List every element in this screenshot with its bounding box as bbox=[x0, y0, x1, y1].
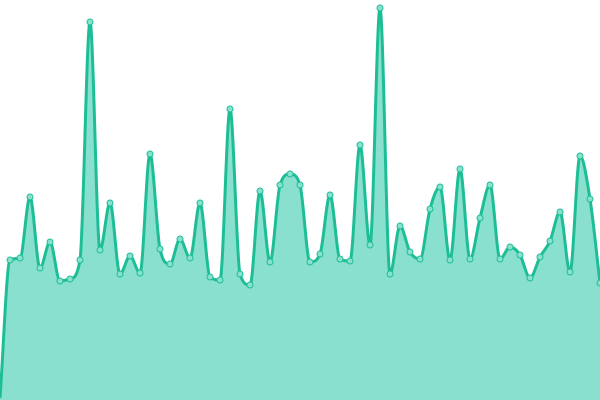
area-fill bbox=[0, 8, 600, 400]
data-point bbox=[226, 105, 234, 113]
data-point bbox=[416, 255, 424, 263]
data-point bbox=[146, 150, 154, 158]
data-point bbox=[486, 181, 494, 189]
data-point bbox=[116, 270, 124, 278]
data-point bbox=[526, 274, 534, 282]
data-point bbox=[266, 258, 274, 266]
data-point bbox=[326, 191, 334, 199]
data-point bbox=[586, 195, 594, 203]
data-point bbox=[506, 243, 514, 251]
data-point bbox=[556, 208, 564, 216]
data-point bbox=[516, 251, 524, 259]
data-point bbox=[246, 281, 254, 289]
data-point bbox=[386, 270, 394, 278]
data-point bbox=[546, 237, 554, 245]
data-point bbox=[476, 214, 484, 222]
data-point bbox=[26, 193, 34, 201]
data-point bbox=[346, 257, 354, 265]
data-point bbox=[306, 258, 314, 266]
data-point bbox=[6, 256, 14, 264]
data-point bbox=[76, 256, 84, 264]
data-point bbox=[106, 199, 114, 207]
data-point bbox=[96, 246, 104, 254]
data-point bbox=[566, 268, 574, 276]
data-point bbox=[166, 260, 174, 268]
data-point bbox=[316, 250, 324, 258]
data-point bbox=[46, 238, 54, 246]
data-point bbox=[576, 152, 584, 160]
data-point bbox=[376, 4, 384, 12]
data-point bbox=[466, 255, 474, 263]
data-point bbox=[196, 199, 204, 207]
data-point bbox=[296, 181, 304, 189]
data-point bbox=[336, 255, 344, 263]
data-point bbox=[276, 181, 284, 189]
data-point bbox=[426, 205, 434, 213]
data-point bbox=[16, 254, 24, 262]
data-point bbox=[286, 170, 294, 178]
data-point bbox=[136, 269, 144, 277]
data-point bbox=[86, 18, 94, 26]
data-point bbox=[66, 275, 74, 283]
series-line bbox=[0, 6, 600, 399]
data-point bbox=[206, 273, 214, 281]
data-point bbox=[126, 252, 134, 260]
data-point bbox=[396, 222, 404, 230]
data-points bbox=[6, 4, 600, 289]
data-point bbox=[596, 279, 600, 287]
data-point bbox=[536, 253, 544, 261]
data-point bbox=[236, 270, 244, 278]
data-point bbox=[256, 187, 264, 195]
data-point bbox=[436, 183, 444, 191]
data-point bbox=[446, 256, 454, 264]
data-point bbox=[56, 277, 64, 285]
data-point bbox=[156, 245, 164, 253]
data-point bbox=[176, 235, 184, 243]
data-point bbox=[406, 248, 414, 256]
data-point bbox=[216, 276, 224, 284]
data-point bbox=[366, 241, 374, 249]
data-point bbox=[356, 141, 364, 149]
data-point bbox=[186, 254, 194, 262]
data-point bbox=[36, 264, 44, 272]
data-point bbox=[496, 255, 504, 263]
data-point bbox=[456, 165, 464, 173]
